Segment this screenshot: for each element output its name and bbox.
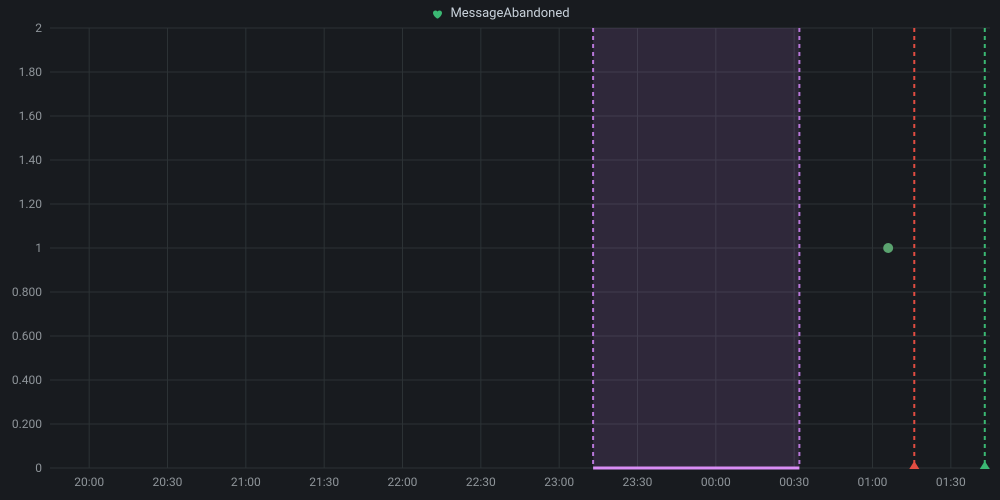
svg-text:20:30: 20:30 xyxy=(153,475,183,489)
svg-text:1.60: 1.60 xyxy=(19,109,43,123)
svg-text:0.400: 0.400 xyxy=(12,373,42,387)
svg-text:21:00: 21:00 xyxy=(231,475,261,489)
svg-text:0.200: 0.200 xyxy=(12,417,42,431)
svg-text:22:30: 22:30 xyxy=(466,475,496,489)
chart-plot-area[interactable]: 00.2000.4000.6000.80011.201.401.601.8022… xyxy=(0,0,1000,500)
svg-text:0: 0 xyxy=(35,461,42,475)
svg-text:22:00: 22:00 xyxy=(388,475,418,489)
svg-text:0.600: 0.600 xyxy=(12,329,42,343)
svg-text:1.40: 1.40 xyxy=(19,153,43,167)
svg-text:1.80: 1.80 xyxy=(19,65,43,79)
svg-text:01:00: 01:00 xyxy=(858,475,888,489)
svg-text:0.800: 0.800 xyxy=(12,285,42,299)
svg-text:00:00: 00:00 xyxy=(701,475,731,489)
svg-text:01:30: 01:30 xyxy=(936,475,966,489)
svg-text:00:30: 00:30 xyxy=(779,475,809,489)
svg-text:20:00: 20:00 xyxy=(74,475,104,489)
svg-text:23:00: 23:00 xyxy=(544,475,574,489)
svg-text:1.20: 1.20 xyxy=(19,197,43,211)
svg-text:1: 1 xyxy=(35,241,42,255)
timeseries-panel: MessageAbandoned 00.2000.4000.6000.80011… xyxy=(0,0,1000,500)
svg-text:2: 2 xyxy=(35,21,42,35)
svg-text:21:30: 21:30 xyxy=(309,475,339,489)
svg-text:23:30: 23:30 xyxy=(623,475,653,489)
